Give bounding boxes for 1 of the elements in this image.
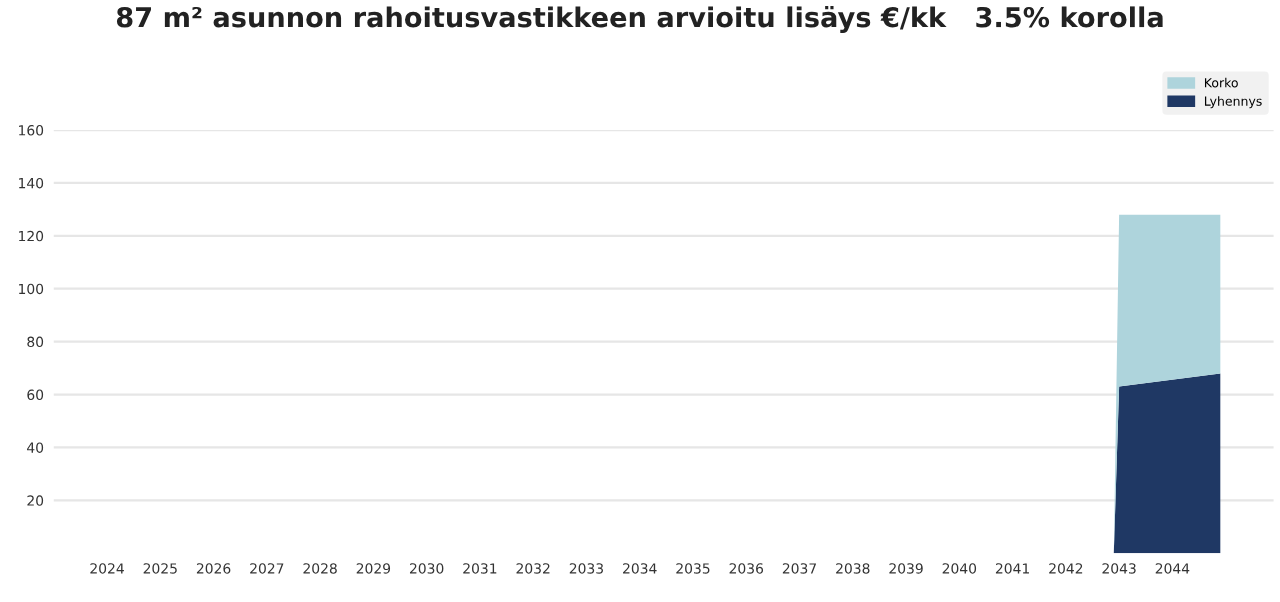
chart-title: 87 m² asunnon rahoitusvastikkeen arvioitu lisäys €/kk 3.5% korolla: [116, 6, 1163, 33]
